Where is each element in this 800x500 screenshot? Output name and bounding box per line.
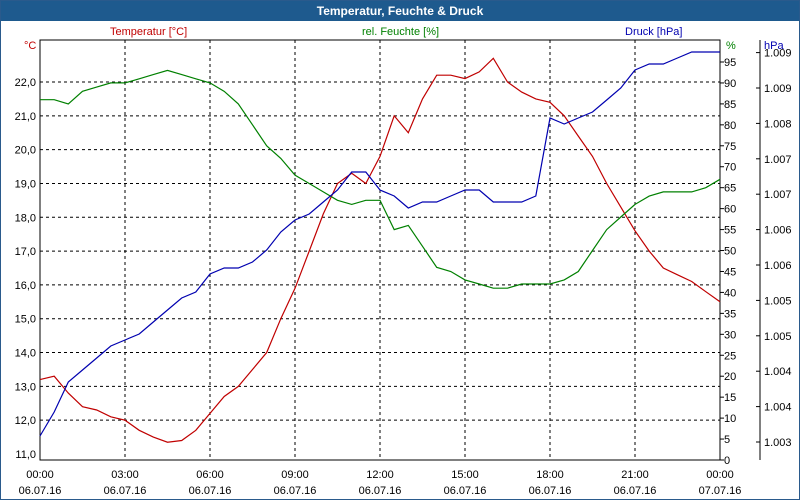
y-right1-tick: 0 (724, 455, 730, 467)
x-tick-date: 06.07.16 (104, 485, 147, 497)
y-right2-tick: 1.006 (764, 225, 792, 237)
y-right1-tick: 20 (724, 371, 736, 383)
x-tick-time: 06:00 (196, 469, 224, 481)
chart-title: Temperatur, Feuchte & Druck (1, 1, 799, 21)
left-unit-label: °C (24, 40, 36, 52)
temperature-line (39, 57, 721, 443)
x-tick-time: 15:00 (451, 469, 479, 481)
y-right2-tick: 1.004 (764, 402, 792, 414)
y-right2-tick: 1.008 (764, 118, 792, 130)
y-right2-tick: 1.009 (764, 83, 792, 95)
x-tick-date: 06.07.16 (274, 485, 317, 497)
y-right1-tick: 85 (724, 99, 736, 111)
x-tick-date: 06.07.16 (614, 485, 657, 497)
y-right2-tick: 1.006 (764, 260, 792, 272)
y-left-tick: 12,0 (15, 415, 36, 427)
y-left-tick: 21,0 (15, 111, 36, 123)
y-left-tick: 17,0 (15, 246, 36, 258)
y-right1-tick: 80 (724, 120, 736, 132)
y-right2-tick: 1.004 (764, 366, 792, 378)
y-left-tick: 19,0 (15, 178, 36, 190)
x-tick-date: 06.07.16 (189, 485, 232, 497)
right1-unit-label: % (726, 40, 736, 52)
x-tick-time: 21:00 (621, 469, 649, 481)
x-tick-date: 06.07.16 (359, 485, 402, 497)
y-left-tick: 18,0 (15, 212, 36, 224)
x-tick-date: 07.07.16 (699, 485, 742, 497)
y-left-tick: 11,0 (15, 449, 36, 461)
x-tick-time: 09:00 (281, 469, 309, 481)
series-lines (39, 51, 721, 443)
y-right1-tick: 5 (724, 434, 730, 446)
y-right2-tick: 1.005 (764, 331, 792, 343)
y-right1-tick: 95 (724, 57, 736, 69)
humidity-line (40, 69, 721, 289)
x-tick-time: 18:00 (536, 469, 564, 481)
y-right1-tick: 60 (724, 204, 736, 216)
y-right1-tick: 25 (724, 350, 736, 362)
y-right1-tick: 90 (724, 78, 736, 90)
grid (40, 40, 720, 460)
x-tick-date: 06.07.16 (19, 485, 62, 497)
y-right1-tick: 75 (724, 141, 736, 153)
x-tick-date: 06.07.16 (444, 485, 487, 497)
y-left-tick: 13,0 (15, 381, 36, 393)
right2-axis-title: Druck [hPa] (625, 26, 682, 38)
y-right2-tick: 1.007 (764, 154, 792, 166)
y-right1-tick: 40 (724, 287, 736, 299)
y-left-tick: 15,0 (15, 314, 36, 326)
y-left-tick: 14,0 (15, 348, 36, 360)
y-right1-tick: 30 (724, 329, 736, 341)
y-right1-tick: 65 (724, 183, 736, 195)
y-right2-tick: 1.003 (764, 437, 792, 449)
y-right1-tick: 50 (724, 246, 736, 258)
y-right1-tick: 55 (724, 225, 736, 237)
x-tick-time: 00:00 (706, 469, 734, 481)
y-right1-tick: 45 (724, 266, 736, 278)
y-right2-tick: 1.007 (764, 189, 792, 201)
y-right2-tick: 1.009 (764, 48, 792, 60)
x-tick-time: 12:00 (366, 469, 394, 481)
tick-labels: 00:00 06.07.16 03:00 06.07.16 06:00 06.07.16 0… (15, 48, 792, 497)
pressure-line (39, 51, 720, 437)
y-right1-tick: 70 (724, 162, 736, 174)
right1-axis-title: rel. Feuchte [%] (362, 26, 439, 38)
right2-unit-label: hPa (764, 40, 784, 52)
y-left-tick: 20,0 (15, 145, 36, 157)
y-left-tick: 22,0 (15, 77, 36, 89)
y-right1-tick: 35 (724, 308, 736, 320)
y-right1-tick: 15 (724, 392, 736, 404)
x-tick-time: 00:00 (26, 469, 54, 481)
left-axis-title: Temperatur [°C] (110, 26, 187, 38)
x-tick-time: 03:00 (111, 469, 139, 481)
y-right1-tick: 10 (724, 413, 736, 425)
y-right2-tick: 1.005 (764, 295, 792, 307)
y-left-tick: 16,0 (15, 280, 36, 292)
x-tick-date: 06.07.16 (529, 485, 572, 497)
